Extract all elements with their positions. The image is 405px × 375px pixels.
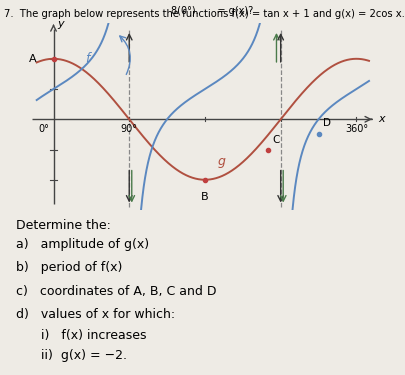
Text: 8(0°).      = g(x)?: 8(0°). = g(x)? [170,6,252,16]
Text: A: A [29,54,36,64]
Text: x: x [377,114,384,124]
Text: b)   period of f(x): b) period of f(x) [16,261,122,274]
Text: c)   coordinates of A, B, C and D: c) coordinates of A, B, C and D [16,285,216,298]
Text: y: y [58,19,64,29]
Text: i)   f(x) increases: i) f(x) increases [40,328,146,342]
Text: 0°: 0° [38,124,49,134]
Text: a)   amplitude of g(x): a) amplitude of g(x) [16,238,149,251]
Text: ii)  g(x) = −2.: ii) g(x) = −2. [40,349,126,362]
Text: g: g [217,154,225,168]
Text: f: f [85,52,90,65]
Text: D: D [322,118,330,128]
Text: 360°: 360° [344,124,367,134]
Text: Determine the:: Determine the: [16,219,111,232]
Text: C: C [272,135,279,145]
Text: 7.  The graph below represents the functions f(x) = tan x + 1 and g(x) = 2cos x.: 7. The graph below represents the functi… [4,9,404,20]
Text: d)   values of x for which:: d) values of x for which: [16,308,175,321]
Text: 90°: 90° [120,124,137,134]
Text: B: B [200,192,208,202]
